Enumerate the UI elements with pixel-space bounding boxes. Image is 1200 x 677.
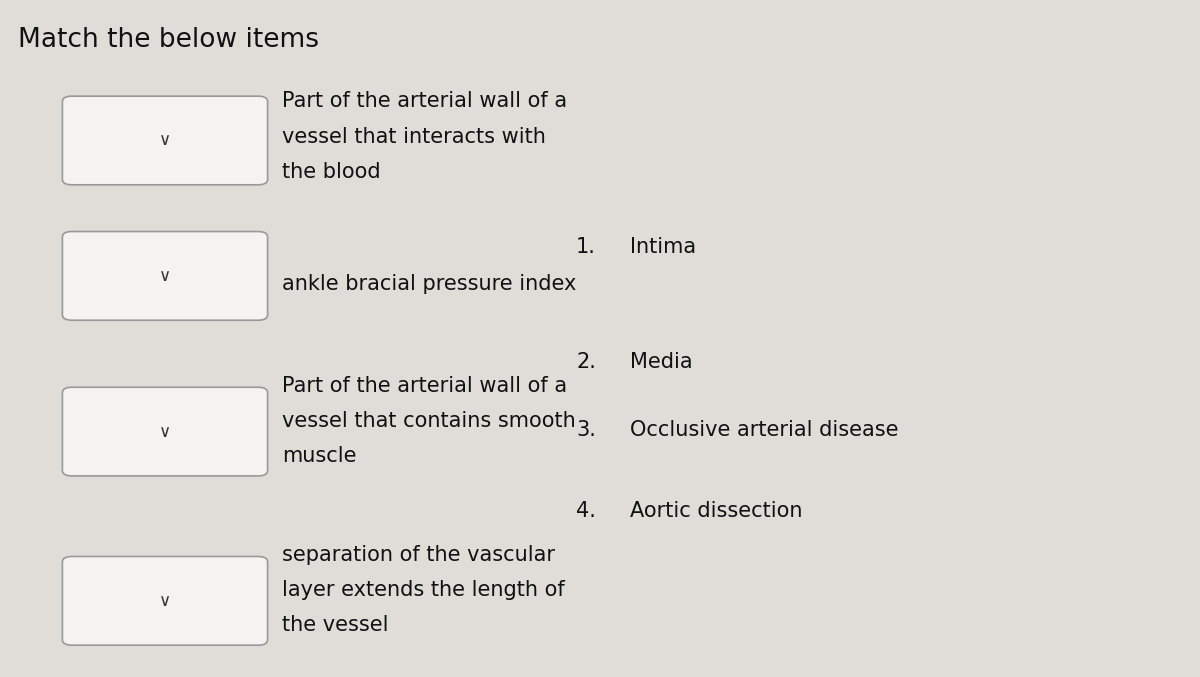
FancyBboxPatch shape [62,96,268,185]
Text: ∨: ∨ [158,267,172,285]
Text: Aortic dissection: Aortic dissection [630,501,803,521]
Text: 3.: 3. [576,420,596,440]
Text: ∨: ∨ [158,592,172,610]
Text: 1.: 1. [576,237,596,257]
Text: Intima: Intima [630,237,696,257]
Text: layer extends the length of: layer extends the length of [282,580,565,600]
Text: ∨: ∨ [158,422,172,441]
Text: ankle bracial pressure index: ankle bracial pressure index [282,274,576,294]
Text: the blood: the blood [282,162,380,182]
Text: ∨: ∨ [158,131,172,150]
Text: the vessel: the vessel [282,615,389,636]
Text: separation of the vascular: separation of the vascular [282,545,554,565]
Text: Part of the arterial wall of a: Part of the arterial wall of a [282,91,568,112]
Text: vessel that contains smooth: vessel that contains smooth [282,411,576,431]
FancyBboxPatch shape [62,556,268,645]
FancyBboxPatch shape [62,387,268,476]
Text: muscle: muscle [282,446,356,466]
Text: Occlusive arterial disease: Occlusive arterial disease [630,420,899,440]
Text: Part of the arterial wall of a: Part of the arterial wall of a [282,376,568,396]
Text: Media: Media [630,352,692,372]
Text: Match the below items: Match the below items [18,27,319,53]
FancyBboxPatch shape [62,232,268,320]
Text: 4.: 4. [576,501,596,521]
Text: 2.: 2. [576,352,596,372]
Text: vessel that interacts with: vessel that interacts with [282,127,546,147]
